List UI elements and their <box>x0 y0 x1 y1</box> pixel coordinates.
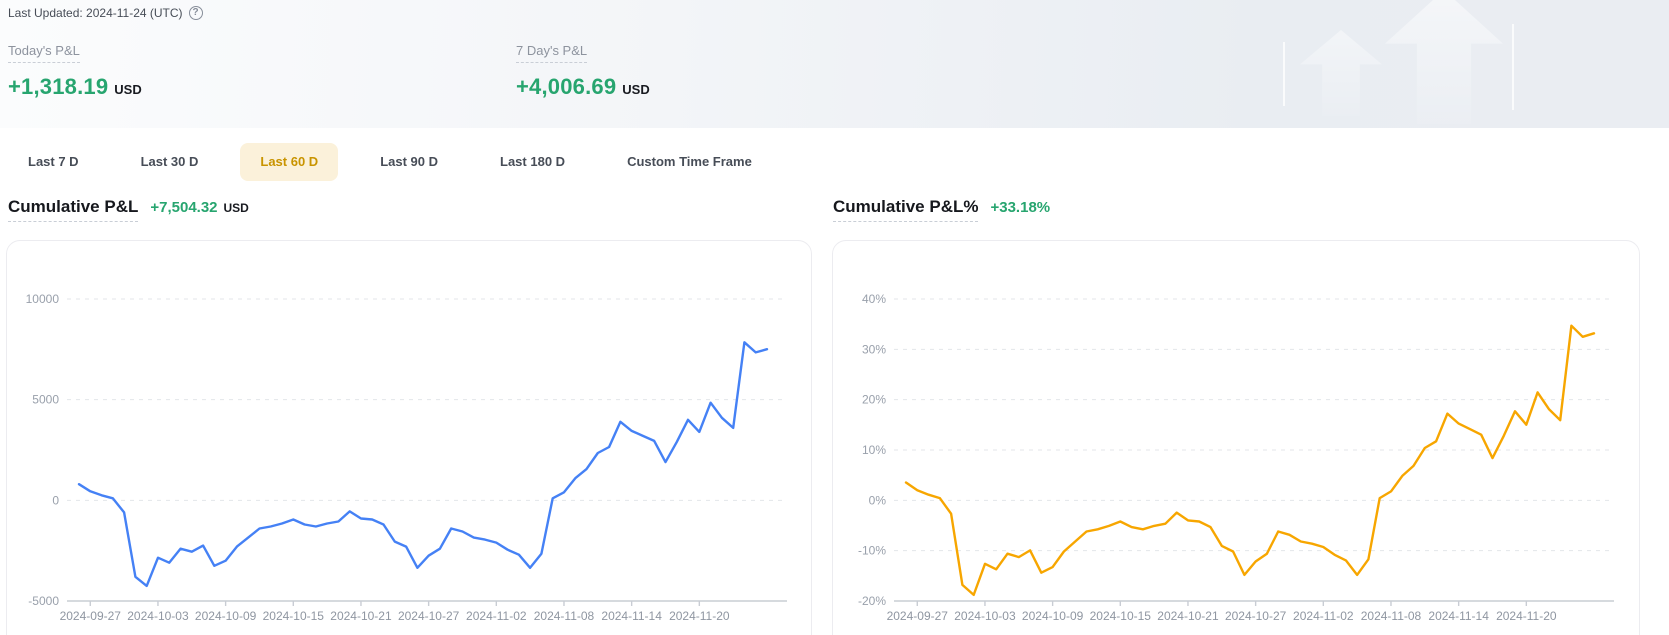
svg-text:2024-10-15: 2024-10-15 <box>263 609 325 623</box>
decorative-streak <box>1283 42 1285 106</box>
seven-day-pnl-cell: 7 Day's P&L +4,006.69 USD <box>516 42 650 100</box>
svg-text:2024-10-03: 2024-10-03 <box>954 609 1016 623</box>
svg-text:2024-09-27: 2024-09-27 <box>60 609 122 623</box>
svg-text:2024-11-08: 2024-11-08 <box>534 609 595 623</box>
svg-text:40%: 40% <box>862 292 886 306</box>
svg-text:0: 0 <box>52 493 59 507</box>
tab-last-90-d[interactable]: Last 90 D <box>380 154 439 169</box>
svg-text:2024-10-15: 2024-10-15 <box>1090 609 1152 623</box>
cumulative-pnl-value: +7,504.32 <box>150 199 218 216</box>
cumulative-pnl-pct-card: 40% 30% 20% 10% 0% -10% -20% 2024-09-27 2024-10-… <box>832 240 1640 635</box>
svg-text:2024-11-02: 2024-11-02 <box>1293 609 1354 623</box>
cumulative-pnl-pct-value: +33.18% <box>990 199 1051 216</box>
cumulative-pnl-card: 10000 5000 0 -5000 2024-09-27 2024-10-03 2024-… <box>6 240 812 635</box>
charts-row: 10000 5000 0 -5000 2024-09-27 2024-10-03 2024-… <box>6 240 1669 635</box>
svg-text:30%: 30% <box>862 342 886 356</box>
svg-text:2024-10-27: 2024-10-27 <box>398 609 460 623</box>
svg-text:2024-11-14: 2024-11-14 <box>1428 609 1489 623</box>
help-icon[interactable]: ? <box>188 6 203 20</box>
cumulative-pnl-title-group: Cumulative P&L +7,504.32 USD <box>8 197 249 222</box>
svg-text:-20%: -20% <box>858 594 886 608</box>
last-updated-text: Last Updated: 2024-11-24 (UTC) <box>8 6 183 20</box>
cumulative-pnl-title[interactable]: Cumulative P&L <box>8 197 139 222</box>
tab-last-30-d[interactable]: Last 30 D <box>140 154 199 169</box>
todays-pnl-label[interactable]: Today's P&L <box>8 43 80 63</box>
todays-pnl-value: +1,318.19 <box>8 74 109 99</box>
svg-text:2024-11-20: 2024-11-20 <box>1496 609 1557 623</box>
cumulative-pnl-pct-line-chart[interactable]: 40% 30% 20% 10% 0% -10% -20%2024-09-27 2024-10-… <box>836 247 1636 635</box>
svg-text:2024-10-21: 2024-10-21 <box>1157 609 1219 623</box>
tab-last-60-d[interactable]: Last 60 D <box>240 143 339 181</box>
svg-text:-10%: -10% <box>858 544 886 558</box>
svg-text:10000: 10000 <box>26 292 60 306</box>
cumulative-pnl-pct-title-group: Cumulative P&L% +33.18% <box>833 197 1050 222</box>
svg-text:-5000: -5000 <box>28 594 59 608</box>
svg-text:20%: 20% <box>862 393 886 407</box>
svg-text:2024-10-09: 2024-10-09 <box>1022 609 1084 623</box>
up-arrow-decoration-small <box>1300 30 1382 116</box>
cumulative-pnl-pct-title[interactable]: Cumulative P&L% <box>833 197 979 222</box>
tab-custom-time-frame[interactable]: Custom Time Frame <box>627 154 752 169</box>
tab-last-7-d[interactable]: Last 7 D <box>28 154 79 169</box>
seven-day-pnl-currency: USD <box>622 82 650 97</box>
todays-pnl-cell: Today's P&L +1,318.19 USD <box>8 42 142 100</box>
time-frame-tabs: Last 7 D Last 30 D Last 60 D Last 90 D Last … <box>8 143 1669 181</box>
svg-text:2024-11-02: 2024-11-02 <box>466 609 527 623</box>
tab-last-180-d[interactable]: Last 180 D <box>500 154 566 169</box>
todays-pnl-currency: USD <box>114 82 142 97</box>
svg-text:2024-11-20: 2024-11-20 <box>669 609 730 623</box>
header-banner: Last Updated: 2024-11-24 (UTC) ? Today's… <box>0 0 1669 128</box>
svg-text:2024-10-03: 2024-10-03 <box>127 609 189 623</box>
cumulative-pnl-currency: USD <box>223 201 249 215</box>
chart-titles-row: Cumulative P&L +7,504.32 USD Cumulative … <box>0 197 1669 225</box>
svg-text:2024-11-08: 2024-11-08 <box>1361 609 1422 623</box>
svg-text:10%: 10% <box>862 443 886 457</box>
up-arrow-decoration-large <box>1385 0 1503 124</box>
svg-text:2024-10-27: 2024-10-27 <box>1225 609 1287 623</box>
seven-day-pnl-label[interactable]: 7 Day's P&L <box>516 43 588 63</box>
svg-text:2024-09-27: 2024-09-27 <box>887 609 949 623</box>
decorative-streak <box>1512 24 1514 110</box>
svg-text:0%: 0% <box>869 493 887 507</box>
svg-text:2024-10-21: 2024-10-21 <box>330 609 392 623</box>
svg-text:2024-10-09: 2024-10-09 <box>195 609 257 623</box>
seven-day-pnl-value: +4,006.69 <box>516 74 617 99</box>
svg-text:2024-11-14: 2024-11-14 <box>601 609 662 623</box>
last-updated: Last Updated: 2024-11-24 (UTC) ? <box>8 6 203 20</box>
svg-text:5000: 5000 <box>32 393 59 407</box>
